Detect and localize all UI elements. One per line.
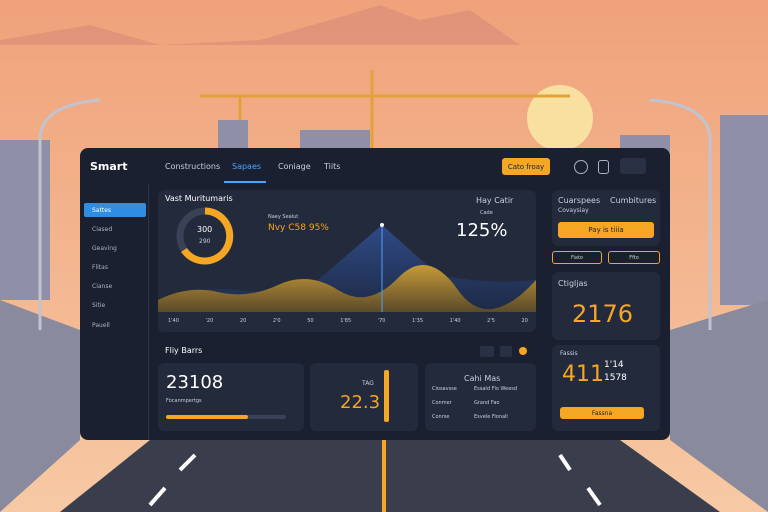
card-title: Vast Muritumaris xyxy=(165,194,233,203)
sidebar-item[interactable]: Sattes xyxy=(84,203,146,217)
side-button[interactable]: Pay is tiiia xyxy=(558,222,654,238)
main-chart-graphic xyxy=(158,207,536,312)
row-value: Grand Fao xyxy=(474,400,500,406)
sidebar-item[interactable]: Geaving xyxy=(92,244,117,252)
x-axis-label: 20 xyxy=(521,318,528,324)
metric-card xyxy=(552,272,660,340)
label: Nvy C58 95% xyxy=(268,223,329,233)
nav-item[interactable]: Coniage xyxy=(278,162,311,171)
sidebar-item[interactable]: Sitie xyxy=(92,301,106,309)
bottom-value: 22.3 xyxy=(340,392,381,413)
x-axis: 1'40 '20 20 2'0 50 1'85 '70 1'35 1'40 2'5 20 xyxy=(168,318,528,324)
bottom-value: 23108 xyxy=(166,372,224,393)
x-axis-label: 2'0 xyxy=(272,318,281,324)
nav-item[interactable]: Sapaes xyxy=(232,162,262,171)
bottom-card xyxy=(158,363,304,431)
x-axis-label: 1'40 xyxy=(168,318,179,324)
metric-value: 411 xyxy=(562,362,604,387)
label: Covaysiay xyxy=(558,207,589,214)
icon[interactable] xyxy=(574,160,588,174)
label: Cade xyxy=(480,210,493,216)
metric-value: 2176 xyxy=(572,300,634,328)
sidebar-item[interactable]: Cianse xyxy=(92,282,113,290)
label: 1'14 xyxy=(604,360,624,370)
pill[interactable]: Fiato xyxy=(552,251,602,264)
sidebar-item[interactable]: Pauell xyxy=(92,321,110,329)
divider xyxy=(148,184,149,440)
icon[interactable] xyxy=(598,160,609,174)
label: Cuarspees xyxy=(558,196,601,205)
x-axis-label: 1'40 xyxy=(449,318,461,324)
row-label: Ciosavsse xyxy=(432,386,457,392)
menu-button[interactable] xyxy=(620,158,646,174)
side-button[interactable]: Fassna xyxy=(560,407,644,419)
x-axis-label: 2'5 xyxy=(487,318,495,324)
label: Cahi Mas xyxy=(464,374,501,383)
stat-value: 125% xyxy=(456,220,508,241)
sidebar-item[interactable]: Flitas xyxy=(92,263,108,271)
pill[interactable]: Ffto xyxy=(608,251,660,264)
label: TAG xyxy=(362,380,374,387)
row-label: Conmer xyxy=(432,400,452,406)
icon[interactable] xyxy=(519,347,527,355)
label: Focanmpertgs xyxy=(166,398,202,404)
label: Cumbitures xyxy=(610,196,657,205)
row-value: Essald Flo Weesd xyxy=(474,386,518,392)
section-title: Fliy Barrs xyxy=(165,346,203,355)
icon[interactable] xyxy=(500,346,512,357)
level-bar xyxy=(384,370,389,422)
label: Ctigljas xyxy=(558,279,588,288)
x-axis-label: 1'85 xyxy=(340,318,352,324)
label: Fassis xyxy=(560,350,578,357)
nav-underline xyxy=(224,181,266,183)
x-axis-label: '20 xyxy=(205,318,214,324)
nav-item[interactable]: Tiits xyxy=(324,162,341,171)
row-value: Esvele Fionall xyxy=(474,414,508,420)
x-axis-label: 50 xyxy=(307,318,314,324)
logo: Smart xyxy=(90,160,128,173)
label: Hay Catir xyxy=(476,196,514,205)
row-label: Conrse xyxy=(432,414,450,420)
bottom-card xyxy=(310,363,418,431)
label: 1578 xyxy=(604,373,627,383)
nav-item[interactable]: Constructions xyxy=(165,162,221,171)
sidebar-item[interactable]: Ciased xyxy=(92,225,113,233)
gauge-value: 300 xyxy=(197,225,213,234)
x-axis-label: 20 xyxy=(239,318,247,324)
label: Naey Sealut xyxy=(268,214,299,220)
bottom-card xyxy=(425,363,536,431)
progress-fill xyxy=(166,415,248,419)
gauge-sub: 290 xyxy=(199,238,211,245)
header-button[interactable]: Cato froay xyxy=(502,158,550,175)
x-axis-label: 1'35 xyxy=(412,318,424,324)
x-axis-label: '70 xyxy=(377,318,386,324)
icon[interactable] xyxy=(480,346,494,357)
